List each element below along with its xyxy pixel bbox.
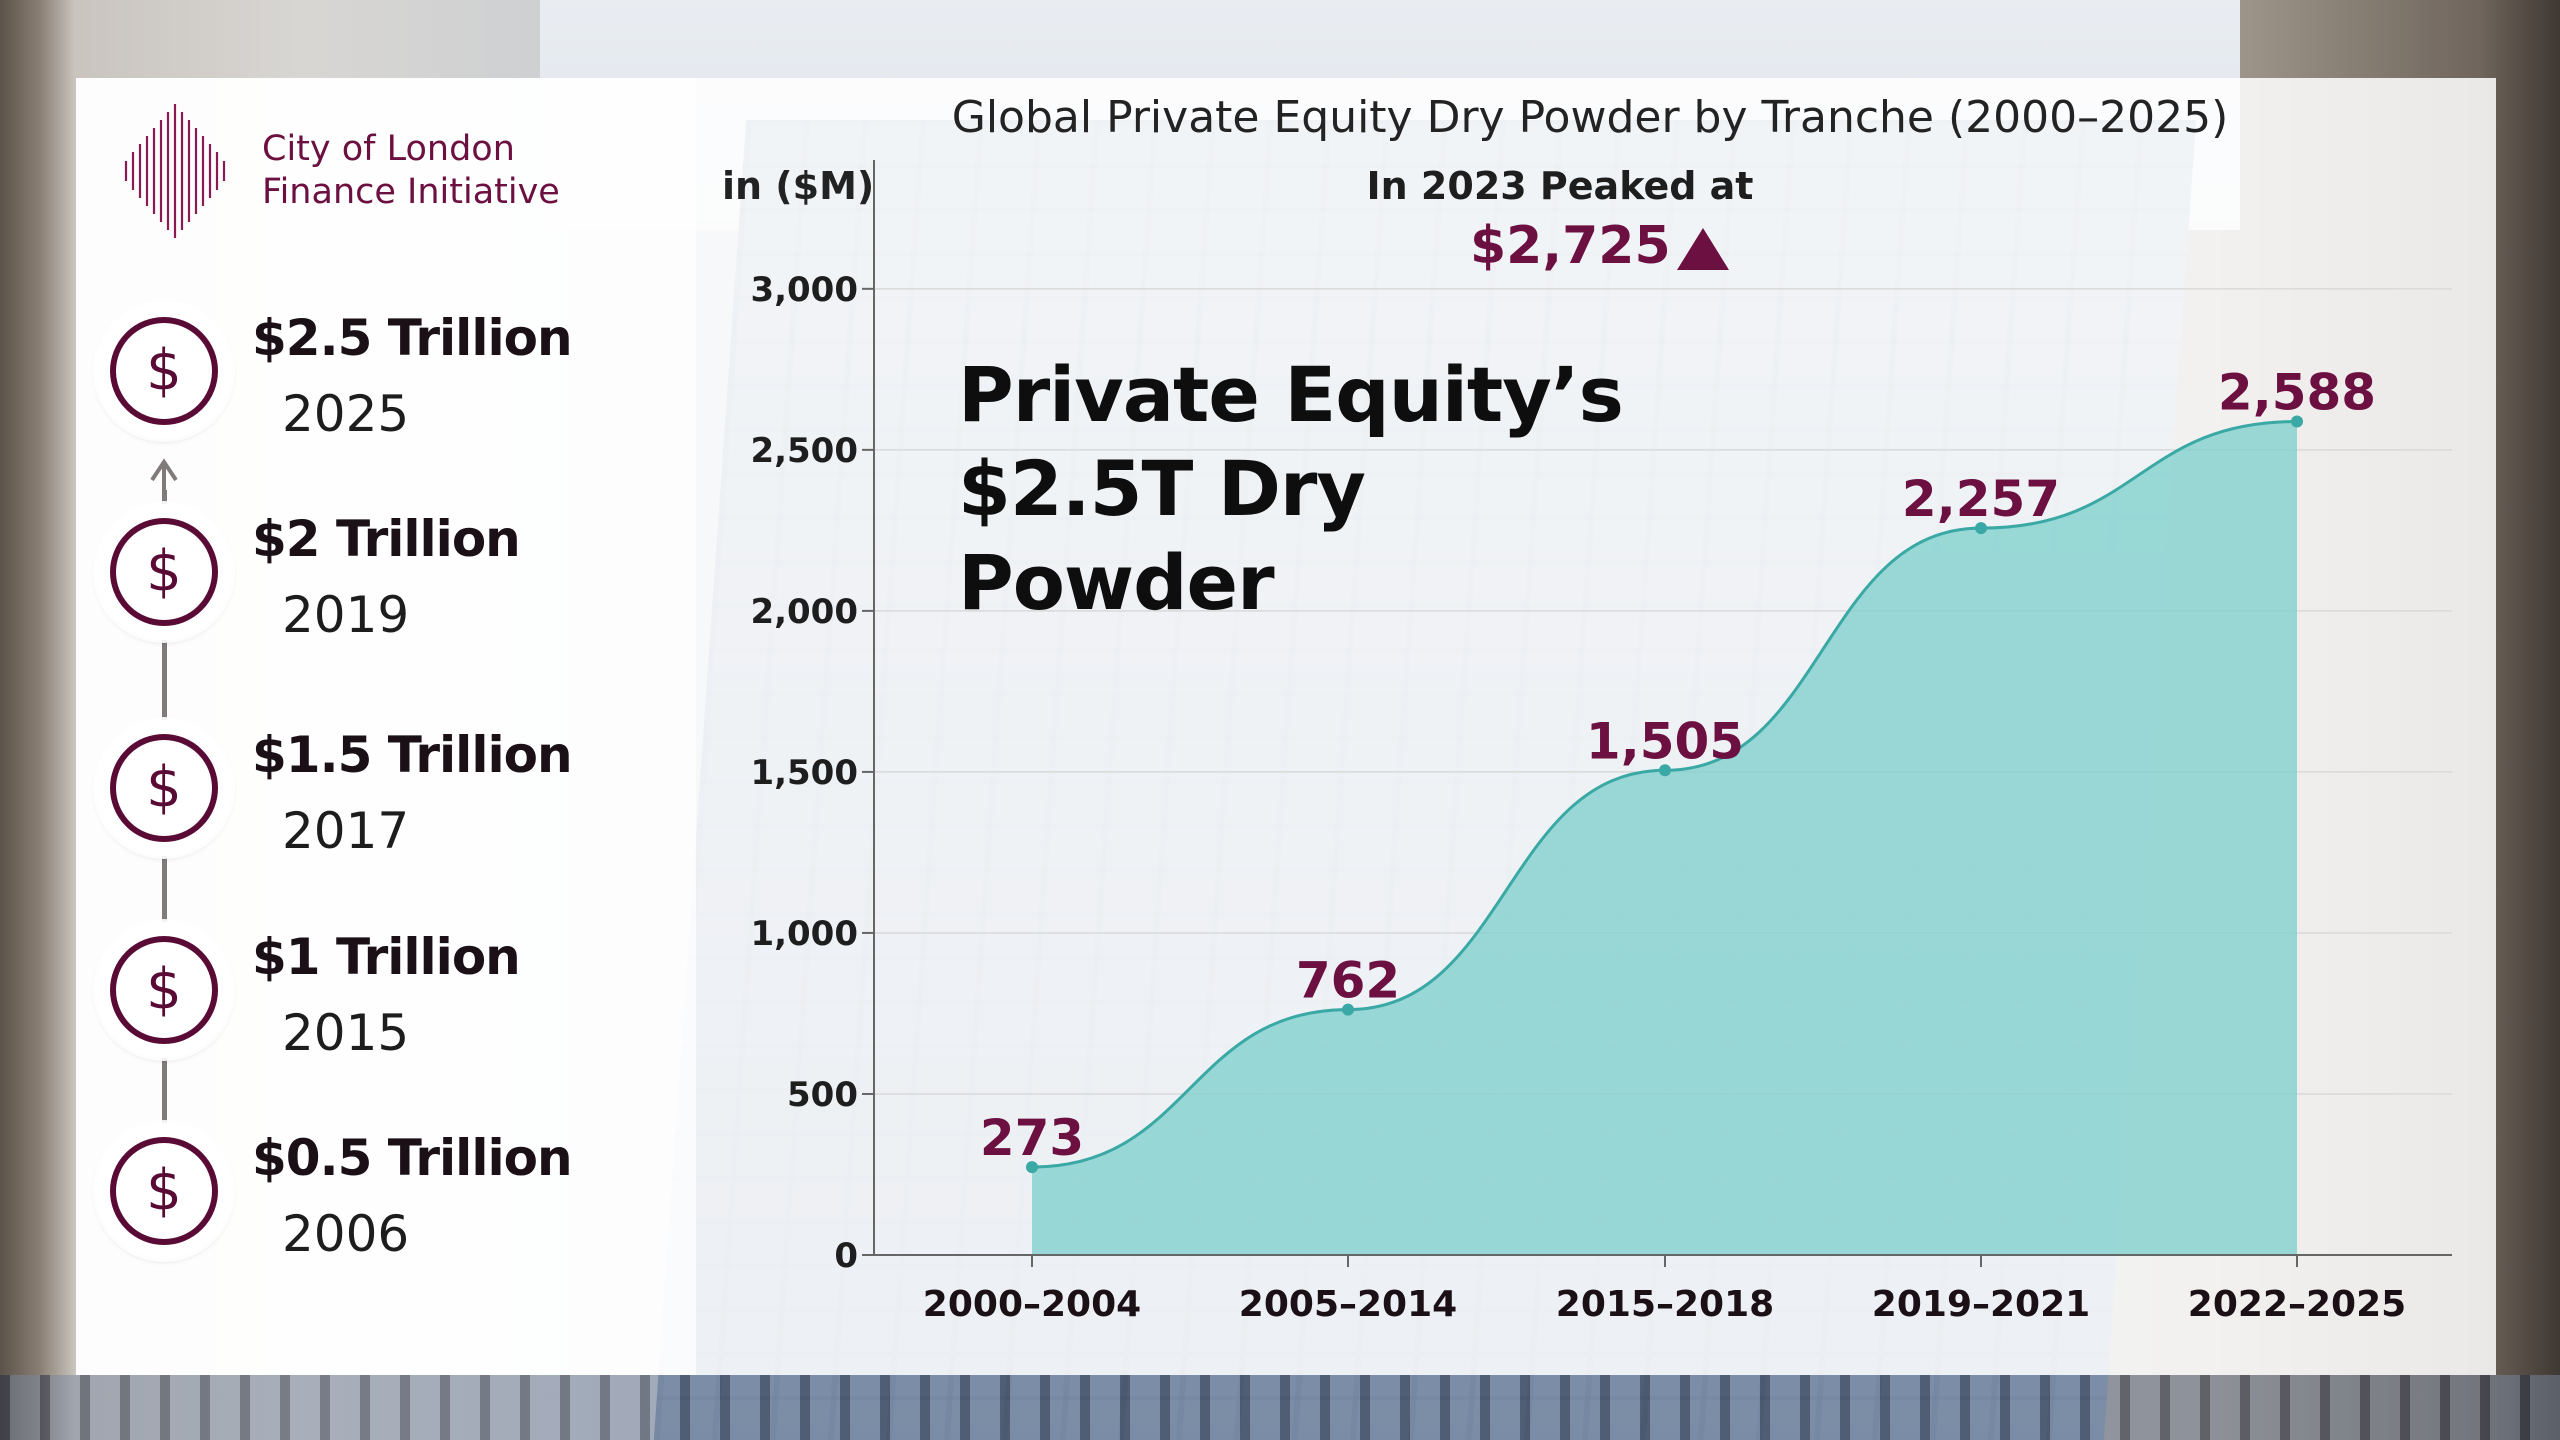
dollar-coin-icon: $ bbox=[96, 303, 232, 439]
x-tick-label: 2005–2014 bbox=[1239, 1284, 1457, 1325]
y-tick-label: 2,000 bbox=[750, 592, 858, 632]
y-tick-label: 3,000 bbox=[750, 270, 858, 310]
data-point bbox=[1342, 1003, 1354, 1016]
milestone-year: 2006 bbox=[282, 1205, 410, 1263]
milestone-item: $ $2.5 Trillion 2025 bbox=[96, 303, 616, 453]
milestone-amount: $0.5 Trillion bbox=[252, 1129, 573, 1187]
y-tick-label: 1,000 bbox=[750, 914, 858, 954]
data-label: 2,257 bbox=[1902, 470, 2060, 528]
data-point bbox=[1659, 764, 1671, 777]
peak-value: $2,725 bbox=[1470, 216, 1731, 276]
y-tick-label: 500 bbox=[787, 1075, 858, 1115]
milestone-amount: $1.5 Trillion bbox=[252, 726, 573, 784]
organization-name: City of London Finance Initiative bbox=[262, 128, 622, 214]
data-label: 762 bbox=[1296, 952, 1400, 1010]
milestone-year: 2019 bbox=[282, 586, 410, 644]
data-point bbox=[1975, 522, 1987, 535]
arrow-up-icon bbox=[150, 458, 178, 490]
organization-name-line2: Finance Initiative bbox=[262, 172, 560, 212]
milestone-amount: $2 Trillion bbox=[252, 510, 521, 568]
y-tick-label: 0 bbox=[834, 1236, 858, 1276]
x-tick-label: 2019–2021 bbox=[1872, 1284, 2090, 1325]
peak-value-text: $2,725 bbox=[1470, 216, 1671, 276]
data-label: 273 bbox=[980, 1109, 1084, 1167]
y-axis-label: in ($M) bbox=[722, 164, 875, 208]
data-label: 2,588 bbox=[2218, 364, 2376, 422]
data-point bbox=[2291, 415, 2303, 428]
chart-title: Global Private Equity Dry Powder by Tran… bbox=[951, 92, 2229, 143]
city-of-london-logo-icon bbox=[124, 104, 226, 238]
data-label: 1,505 bbox=[1586, 712, 1744, 770]
axes: 0 500 1,000 1,500 2,000 2,500 3,000 2000–2004 20… bbox=[750, 160, 2452, 1325]
headline: Private Equity’s $2.5T Dry Powder bbox=[958, 350, 1624, 627]
dollar-coin-icon: $ bbox=[96, 720, 232, 856]
dollar-coin-icon: $ bbox=[96, 504, 232, 640]
background-street bbox=[0, 1375, 2560, 1440]
milestone-item: $ $1.5 Trillion 2017 bbox=[96, 720, 616, 870]
triangle-up-icon bbox=[1676, 228, 1729, 270]
area-fill bbox=[1032, 421, 2297, 1255]
milestone-item: $ $0.5 Trillion 2006 bbox=[96, 1123, 616, 1273]
milestone-amount: $2.5 Trillion bbox=[252, 309, 573, 367]
milestone-item: $ $1 Trillion 2015 bbox=[96, 922, 616, 1072]
milestone-year: 2015 bbox=[282, 1004, 410, 1062]
data-points: 273 762 1,505 2,257 2,588 bbox=[980, 364, 2376, 1174]
x-tick-label: 2000–2004 bbox=[923, 1284, 1141, 1325]
peak-note: In 2023 Peaked at bbox=[1366, 164, 1754, 208]
y-tick-label: 1,500 bbox=[750, 753, 858, 793]
x-tick-label: 2015–2018 bbox=[1556, 1284, 1774, 1325]
organization-name-line1: City of London bbox=[262, 129, 515, 169]
milestone-year: 2025 bbox=[282, 385, 410, 443]
milestone-amount: $1 Trillion bbox=[252, 928, 521, 986]
dollar-coin-icon: $ bbox=[96, 922, 232, 1058]
milestone-year: 2017 bbox=[282, 802, 410, 860]
data-point bbox=[1026, 1161, 1038, 1174]
dollar-coin-icon: $ bbox=[96, 1123, 232, 1259]
x-tick-label: 2022–2025 bbox=[2188, 1284, 2406, 1325]
milestone-item: $ $2 Trillion 2019 bbox=[96, 504, 616, 654]
y-tick-label: 2,500 bbox=[750, 431, 858, 471]
